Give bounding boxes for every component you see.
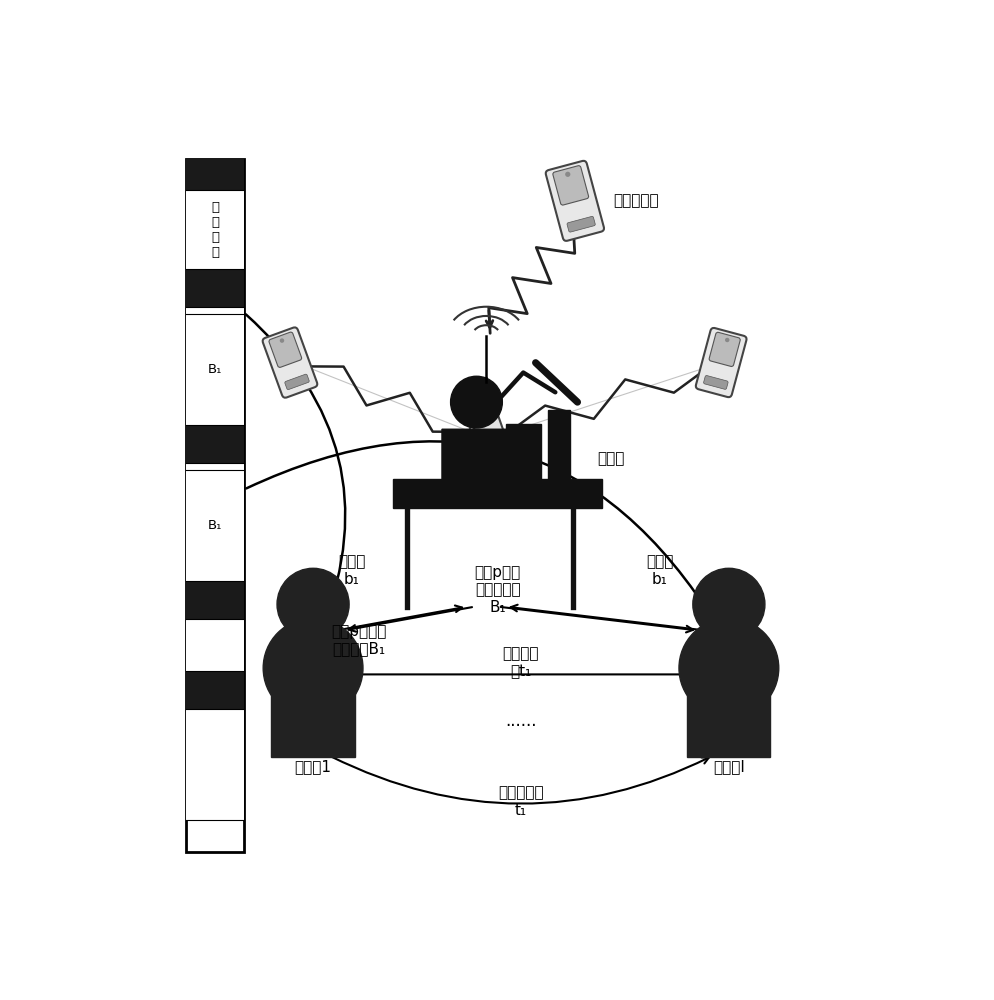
Circle shape — [693, 568, 765, 640]
Text: ......: ...... — [505, 712, 537, 730]
Text: B₁: B₁ — [208, 363, 222, 376]
FancyBboxPatch shape — [704, 376, 728, 389]
Text: 竞拍者I: 竞拍者I — [713, 759, 745, 774]
Text: 竞拍标
b₁: 竞拍标 b₁ — [338, 554, 365, 587]
Polygon shape — [442, 429, 531, 483]
Bar — [186, 307, 244, 314]
Text: 货币补偿率
t₁: 货币补偿率 t₁ — [498, 785, 544, 818]
FancyBboxPatch shape — [709, 332, 741, 367]
Circle shape — [450, 376, 502, 428]
FancyBboxPatch shape — [696, 328, 746, 397]
Text: 价格p以及
分配的频谱
B₁: 价格p以及 分配的频谱 B₁ — [475, 565, 521, 615]
Polygon shape — [465, 382, 508, 443]
Bar — [186, 709, 244, 820]
Circle shape — [566, 172, 571, 177]
FancyBboxPatch shape — [553, 166, 588, 205]
Text: 价格p以及分
配的频谱B₁: 价格p以及分 配的频谱B₁ — [332, 624, 387, 656]
Text: 拍卖者: 拍卖者 — [597, 451, 624, 466]
Bar — [186, 581, 244, 619]
Text: 货币补偿
率t₁: 货币补偿 率t₁ — [503, 647, 539, 679]
FancyBboxPatch shape — [285, 374, 309, 390]
Bar — [186, 470, 244, 581]
Text: 竞拍者1: 竞拍者1 — [294, 759, 332, 774]
Bar — [186, 463, 244, 470]
Bar — [271, 668, 355, 757]
Bar — [186, 269, 244, 307]
Circle shape — [263, 618, 363, 718]
Bar — [186, 159, 244, 190]
Text: 主用户系统: 主用户系统 — [613, 193, 659, 208]
Bar — [393, 479, 602, 508]
Bar — [186, 159, 244, 852]
Circle shape — [679, 618, 778, 718]
Bar — [687, 668, 770, 757]
Bar — [186, 314, 244, 425]
Bar — [186, 671, 244, 709]
FancyBboxPatch shape — [269, 332, 301, 367]
Bar — [548, 410, 571, 479]
Text: 竞拍标
b₁: 竞拍标 b₁ — [646, 554, 673, 587]
Text: 预
留
带
宽: 预 留 带 宽 — [211, 201, 219, 259]
Bar — [506, 424, 541, 479]
Circle shape — [279, 338, 284, 343]
Text: B₁: B₁ — [208, 519, 222, 532]
Circle shape — [725, 338, 730, 342]
Bar — [186, 425, 244, 463]
FancyBboxPatch shape — [567, 216, 595, 232]
Circle shape — [277, 568, 349, 640]
FancyBboxPatch shape — [262, 327, 317, 398]
Bar — [186, 190, 244, 269]
Bar — [186, 619, 244, 671]
FancyBboxPatch shape — [546, 161, 604, 241]
